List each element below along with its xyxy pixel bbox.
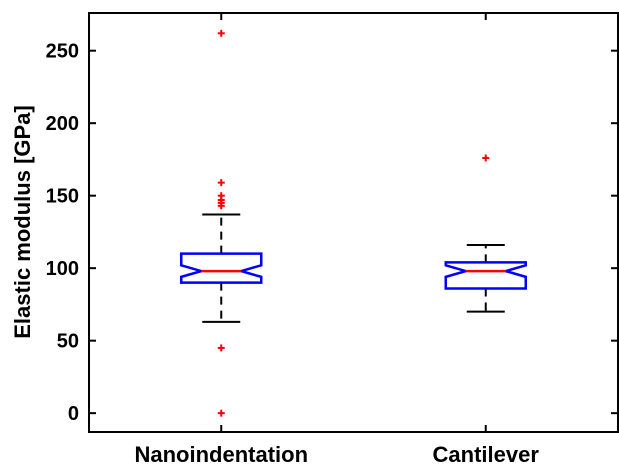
y-tick-label: 150 <box>46 186 79 208</box>
y-axis-ticks: 0 50 100 150 200 250 <box>46 41 618 425</box>
outlier-marker <box>217 344 225 352</box>
outlier-marker <box>217 409 225 417</box>
box-series <box>180 29 527 417</box>
outlier-marker <box>217 202 225 210</box>
x-category-label: Cantilever <box>433 442 540 466</box>
outlier-marker <box>217 29 225 37</box>
notched-box <box>444 261 527 290</box>
box-nanoindentation <box>180 29 263 417</box>
y-tick-label: 200 <box>46 113 79 135</box>
y-tick-label: 250 <box>46 41 79 63</box>
notched-box <box>180 252 263 284</box>
y-axis-title: Elastic modulus [GPa] <box>10 105 35 339</box>
y-tick-label: 0 <box>68 403 79 425</box>
y-tick-label: 50 <box>57 331 79 353</box>
plot-area-border <box>88 12 619 433</box>
x-axis-ticks: Nanoindentation Cantilever <box>134 13 539 466</box>
plot-frame <box>88 12 619 433</box>
outlier-marker <box>482 154 490 162</box>
box-cantilever <box>444 154 527 313</box>
y-tick-label: 100 <box>46 258 79 280</box>
x-category-label: Nanoindentation <box>134 442 308 466</box>
outlier-marker <box>217 179 225 187</box>
